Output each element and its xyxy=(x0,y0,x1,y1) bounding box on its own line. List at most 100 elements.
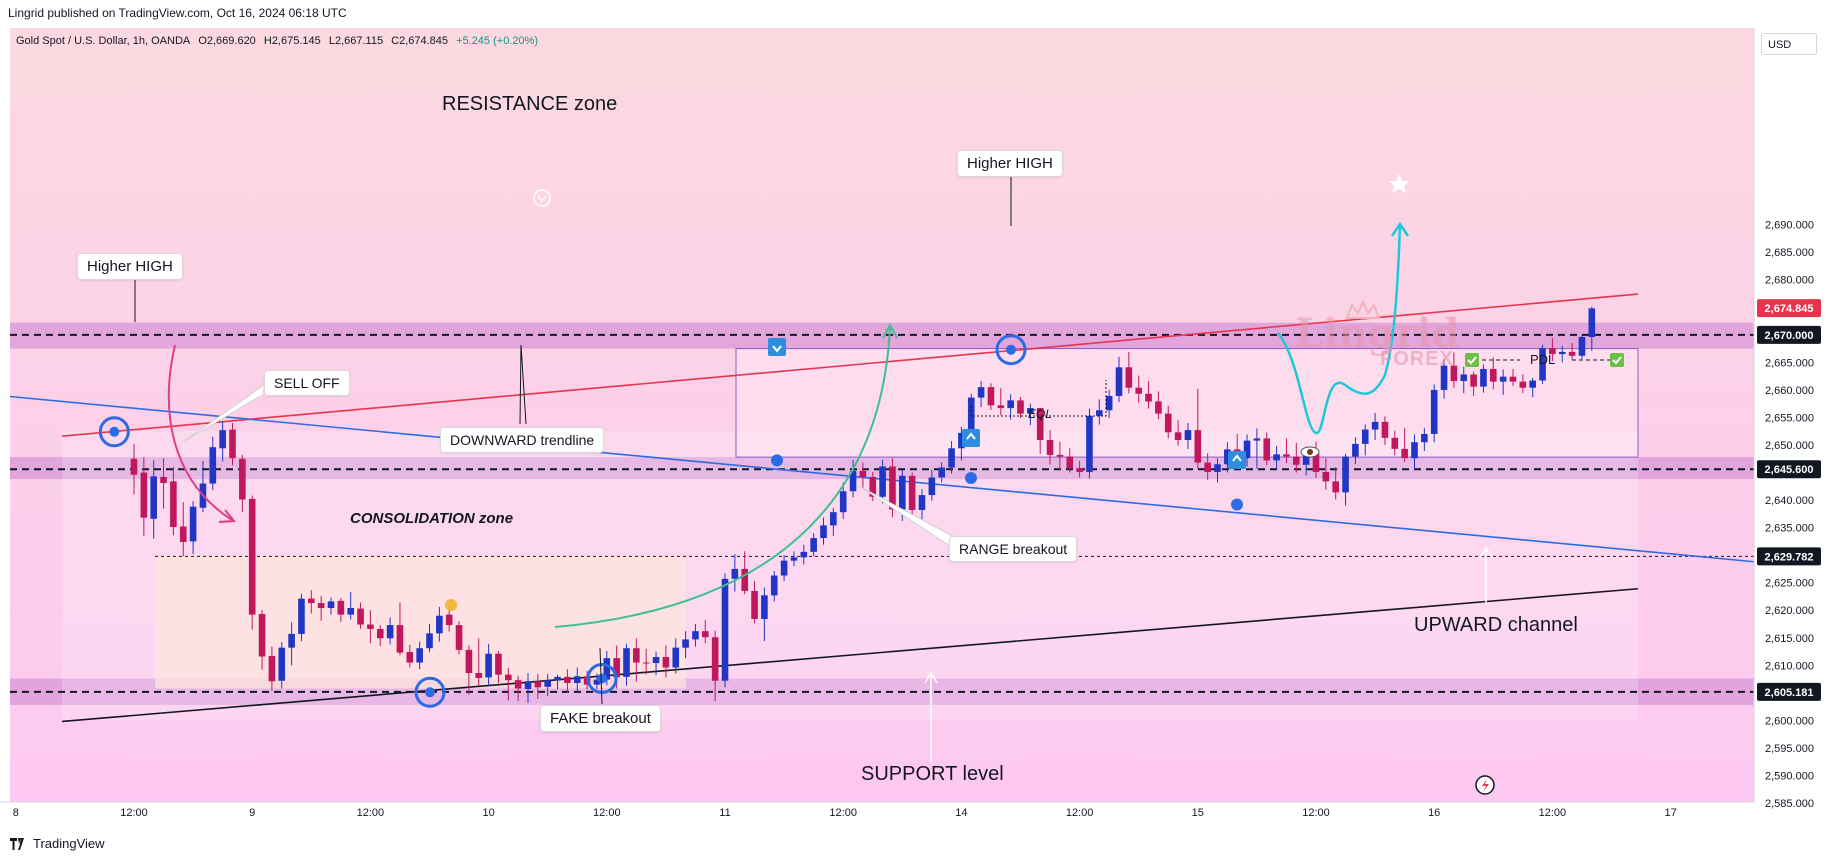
consolidation-zone-label: CONSOLIDATION zone xyxy=(350,510,514,527)
price-axis-background xyxy=(1754,28,1835,823)
candle-body xyxy=(1204,462,1211,472)
lightning-glyph xyxy=(1482,779,1489,792)
time-tick-label: 12:00 xyxy=(1302,807,1330,819)
swing-point-dot xyxy=(1006,344,1016,355)
candle-body xyxy=(1007,400,1014,409)
fake-breakout-pointer xyxy=(599,647,603,705)
candle-body xyxy=(849,470,857,492)
candle-body xyxy=(1036,408,1044,441)
candle-body xyxy=(1056,454,1064,457)
tradingview-brand: TradingView xyxy=(33,836,105,851)
candle-body xyxy=(1371,421,1379,430)
candle-body xyxy=(1578,337,1586,356)
candle-body xyxy=(505,674,512,681)
candle-body xyxy=(1519,381,1527,388)
candle-body xyxy=(859,470,867,477)
candle-body xyxy=(1361,429,1369,444)
signal-arrow-icon xyxy=(768,338,786,356)
publisher-line: Lingrid published on TradingView.com, Oc… xyxy=(8,6,347,20)
signal-arrow-glyph xyxy=(1232,454,1242,462)
candle-body xyxy=(1480,368,1487,387)
candle-body xyxy=(751,590,758,620)
time-tick-label: 12:00 xyxy=(120,807,148,819)
signal-arrow-icon xyxy=(1228,451,1246,469)
sell-off-arrow xyxy=(167,344,233,521)
time-axis-background xyxy=(0,802,1754,823)
candle-body xyxy=(367,624,374,629)
candle-body xyxy=(613,658,620,678)
candle-body xyxy=(347,608,354,615)
breakout-arrowhead xyxy=(882,322,898,339)
candle-body xyxy=(1401,448,1408,459)
candle-body xyxy=(298,598,305,634)
candle-body xyxy=(889,466,896,510)
candle-body xyxy=(1430,389,1438,434)
price-label-text: 2,674.845 xyxy=(1765,303,1814,315)
higher-high-top-callout: Higher HIGH xyxy=(957,150,1063,177)
candle-body xyxy=(1332,481,1339,493)
ohlc-close: C2,674.845 xyxy=(391,35,449,47)
ohlc-open: O2,669.620 xyxy=(198,35,256,47)
candle-body xyxy=(258,614,266,657)
candle-body xyxy=(534,681,542,688)
candle-body xyxy=(239,458,246,500)
candle-body xyxy=(406,652,414,663)
price-tick-label: 2,610.000 xyxy=(1765,660,1814,672)
eye-pupil xyxy=(1307,449,1313,455)
candle-body xyxy=(495,653,502,675)
time-tick-label: 11 xyxy=(719,807,730,819)
pdl-check-icon xyxy=(1465,353,1479,367)
candle-body xyxy=(1135,387,1142,394)
watermark-forex: FOREX xyxy=(1380,348,1454,370)
price-tick-label: 2,620.000 xyxy=(1765,605,1814,617)
candle-body xyxy=(1529,380,1536,388)
candle-body xyxy=(337,600,345,615)
candle-body xyxy=(1017,400,1024,414)
candle-body xyxy=(426,633,433,649)
time-tick-label: 12:00 xyxy=(1539,807,1567,819)
candle-body xyxy=(1302,452,1310,465)
price-tick-label: 2,625.000 xyxy=(1765,578,1814,590)
candle-body xyxy=(1342,456,1349,493)
swing-point-circle xyxy=(414,676,446,708)
sell-off-arrowhead xyxy=(218,509,237,523)
signal-arrow-glyph xyxy=(772,345,782,353)
candle-body xyxy=(1224,449,1231,465)
price-label-box xyxy=(1757,460,1821,479)
swing-point-dot xyxy=(425,687,435,698)
time-tick-label: 12:00 xyxy=(593,807,621,819)
candle-body xyxy=(711,637,719,681)
breakout-arrow xyxy=(554,327,891,628)
price-tick-label: 2,640.000 xyxy=(1765,495,1814,507)
candle-body xyxy=(958,432,965,449)
candle-body xyxy=(672,647,680,668)
candle-body xyxy=(938,467,945,478)
price-tick-label: 2,590.000 xyxy=(1765,770,1814,782)
candle-body xyxy=(386,625,394,639)
candle-body xyxy=(1440,365,1448,390)
time-tick-label: 17 xyxy=(1664,807,1676,819)
watermark-lingrid: Lingrid xyxy=(1295,310,1460,357)
candle-body xyxy=(445,614,453,626)
candle-body xyxy=(573,676,581,683)
upward-channel-line xyxy=(61,587,1639,723)
candle-body xyxy=(1381,421,1389,438)
candle-body xyxy=(1027,408,1034,414)
candle-body xyxy=(1174,432,1182,441)
candle-body xyxy=(1214,464,1221,472)
candle-body xyxy=(879,466,886,497)
candle-body xyxy=(899,475,906,510)
candle-body xyxy=(1509,376,1517,382)
currency-button[interactable]: USD xyxy=(1761,33,1817,55)
candle-body xyxy=(1273,454,1280,461)
tradingview-footer[interactable]: TradingView xyxy=(10,836,105,851)
candle-body xyxy=(1076,468,1083,472)
candle-body xyxy=(1421,433,1428,443)
candle-body xyxy=(1391,437,1399,449)
symbol-name[interactable]: Gold Spot / U.S. Dollar, 1h, OANDA xyxy=(16,35,191,47)
candle-body xyxy=(1263,438,1271,461)
pdl-check-mark xyxy=(1612,356,1622,365)
projection-arrowhead xyxy=(1390,221,1410,237)
time-tick-label: 8 xyxy=(13,807,19,819)
